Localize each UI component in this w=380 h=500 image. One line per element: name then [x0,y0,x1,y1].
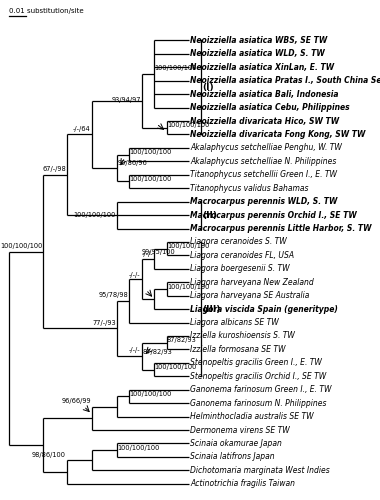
Text: Liagora boergesenii S. TW: Liagora boergesenii S. TW [190,264,290,274]
Text: 93/94/97: 93/94/97 [111,97,141,103]
Text: Scinaia latifrons Japan: Scinaia latifrons Japan [190,452,275,462]
Text: Neoizziella divaricata Fong Kong, SW TW: Neoizziella divaricata Fong Kong, SW TW [190,130,366,139]
Text: Stenopeltis gracilis Green I., E. TW: Stenopeltis gracilis Green I., E. TW [190,358,322,368]
Text: Neoizziella asiatica Bali, Indonesia: Neoizziella asiatica Bali, Indonesia [190,90,339,98]
Text: Liagora ceranoides S. TW: Liagora ceranoides S. TW [190,238,287,246]
Text: Macrocarpus perennis WLD, S. TW: Macrocarpus perennis WLD, S. TW [190,197,338,206]
Text: Neoizziella asiatica WLD, S. TW: Neoizziella asiatica WLD, S. TW [190,50,325,58]
Text: 100/100/100: 100/100/100 [155,364,197,370]
Text: 100/100/100: 100/100/100 [130,176,172,182]
Text: Liagora viscida Spain (generitype): Liagora viscida Spain (generitype) [190,304,338,314]
Text: -/-/64: -/-/64 [73,126,91,132]
Text: 100/100/100: 100/100/100 [130,391,172,397]
Text: Ganonema farinosum Green I., E. TW: Ganonema farinosum Green I., E. TW [190,385,332,394]
Text: Titanophycus validus Bahamas: Titanophycus validus Bahamas [190,184,309,192]
Text: Dermonema virens SE TW: Dermonema virens SE TW [190,426,290,434]
Text: 100/100/100: 100/100/100 [167,244,209,250]
Text: 67/-/98: 67/-/98 [42,166,66,172]
Text: Macrocarpus perennis Orchid I., SE TW: Macrocarpus perennis Orchid I., SE TW [190,210,357,220]
Text: Izziella formosana SE TW: Izziella formosana SE TW [190,345,286,354]
Text: -/-/-: -/-/- [141,252,153,258]
Text: Liagora ceranoides FL, USA: Liagora ceranoides FL, USA [190,251,294,260]
Text: Liagora albicans SE TW: Liagora albicans SE TW [190,318,279,327]
Text: -/-/-: -/-/- [129,272,141,278]
Text: Neoizziella asiatica WBS, SE TW: Neoizziella asiatica WBS, SE TW [190,36,328,45]
Text: Scinaia okamurae Japan: Scinaia okamurae Japan [190,439,282,448]
Text: Neoizziella divaricata Hico, SW TW: Neoizziella divaricata Hico, SW TW [190,116,340,126]
Text: Akalaphycus setchelliae Penghu, W. TW: Akalaphycus setchelliae Penghu, W. TW [190,144,342,152]
Text: Stenopeltis gracilis Orchid I., SE TW: Stenopeltis gracilis Orchid I., SE TW [190,372,327,381]
Text: Akalaphycus setchelliae N. Philippines: Akalaphycus setchelliae N. Philippines [190,157,337,166]
Text: 100/100/100: 100/100/100 [0,243,42,249]
Text: 98/86/100: 98/86/100 [32,452,66,458]
Text: Helminthocladia australis SE TW: Helminthocladia australis SE TW [190,412,314,421]
Text: Izziella kuroshioensis S. TW: Izziella kuroshioensis S. TW [190,332,295,340]
Text: Macrocarpus perennis Little Harbor, S. TW: Macrocarpus perennis Little Harbor, S. T… [190,224,372,233]
Text: Dichotomaria marginata West Indies: Dichotomaria marginata West Indies [190,466,330,475]
Text: Neoizziella asiatica Pratas I., South China Sea: Neoizziella asiatica Pratas I., South Ch… [190,76,380,85]
Text: 100/100/100: 100/100/100 [130,150,172,156]
Text: Liagora harveyana New Zealand: Liagora harveyana New Zealand [190,278,314,286]
Text: Actinotrichia fragilis Taiwan: Actinotrichia fragilis Taiwan [190,480,295,488]
Text: 100/100/100: 100/100/100 [167,284,209,290]
Text: Neoizziella asiatica Cebu, Philippines: Neoizziella asiatica Cebu, Philippines [190,103,350,112]
Text: (III): (III) [203,304,221,314]
Text: (I): (I) [203,83,214,92]
Text: 100/100/100: 100/100/100 [73,212,116,218]
Text: 87/82/93: 87/82/93 [167,338,197,344]
Text: 96/66/99: 96/66/99 [61,398,91,404]
Text: (II): (II) [203,210,217,220]
Text: 100/100/100: 100/100/100 [117,445,160,451]
Text: 77/-/93: 77/-/93 [92,320,116,326]
Text: 87/82/93: 87/82/93 [142,350,172,356]
Text: 90/86/96: 90/86/96 [117,160,147,166]
Text: 0.01 substitution/site: 0.01 substitution/site [9,8,84,14]
Text: 100/100/100: 100/100/100 [167,122,209,128]
Text: Titanophycus setchellii Green I., E. TW: Titanophycus setchellii Green I., E. TW [190,170,337,179]
Text: -/-/-: -/-/- [129,348,141,354]
Text: Ganonema farinosum N. Philippines: Ganonema farinosum N. Philippines [190,398,327,407]
Text: Neoizziella asiatica XinLan, E. TW: Neoizziella asiatica XinLan, E. TW [190,63,334,72]
Text: 95/78/98: 95/78/98 [98,292,128,298]
Text: 100/100/100: 100/100/100 [155,66,197,71]
Text: Liagora harveyana SE Australia: Liagora harveyana SE Australia [190,291,310,300]
Text: 99/95/100: 99/95/100 [142,250,176,256]
